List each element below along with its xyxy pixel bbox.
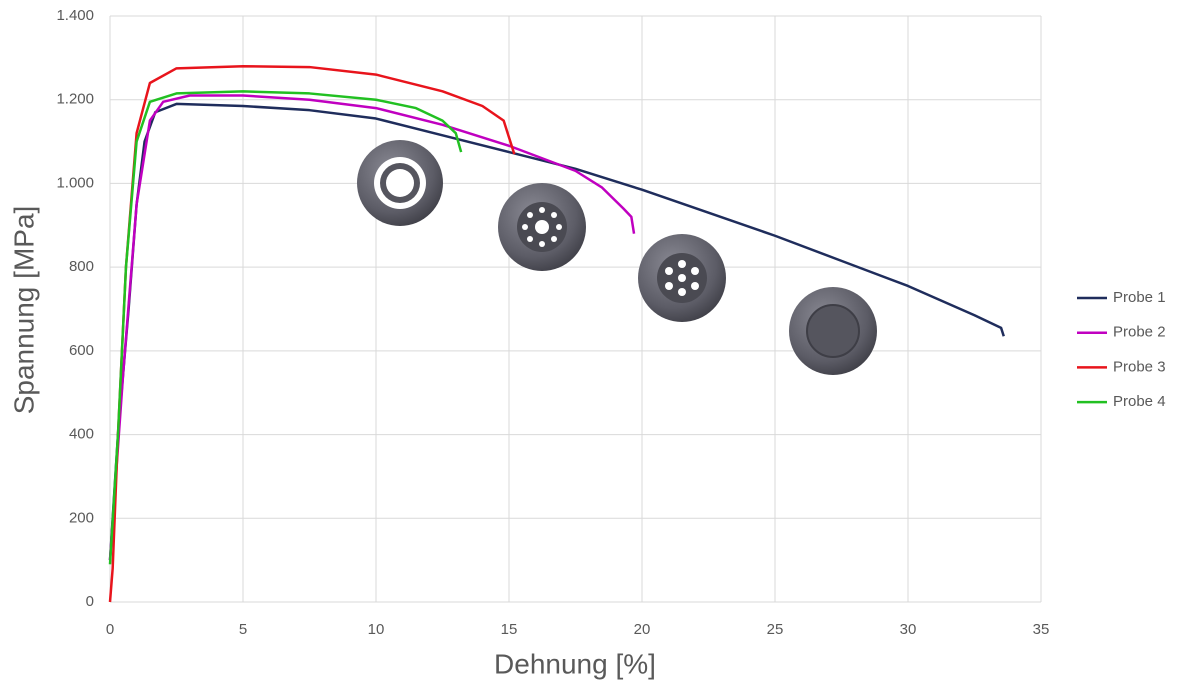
y-tick-label: 1.000: [56, 174, 94, 191]
x-tick-label: 35: [1033, 621, 1050, 638]
disc-4: [789, 287, 877, 375]
x-tick-label: 0: [106, 621, 114, 638]
chart: 0 200 400 600 800 1.000 1.200 1.400 0 5 10 15 20 25 30…: [0, 0, 1184, 684]
legend-label: Probe 4: [1113, 393, 1166, 410]
disc-3: [638, 234, 726, 322]
legend-label: Probe 3: [1113, 358, 1166, 375]
disc-1: [357, 140, 443, 226]
legend: Probe 1 Probe 2 Probe 3 Probe 4: [1077, 289, 1166, 410]
x-tick-label: 15: [501, 621, 518, 638]
x-tick-label: 30: [900, 621, 917, 638]
y-tick-label: 800: [69, 258, 94, 275]
legend-label: Probe 2: [1113, 324, 1166, 341]
y-tick-label: 600: [69, 342, 94, 359]
x-tick-label: 10: [368, 621, 385, 638]
series-line: [110, 66, 514, 602]
legend-label: Probe 1: [1113, 289, 1166, 306]
y-tick-label: 200: [69, 509, 94, 526]
y-axis-title: Spannung [MPa]: [8, 206, 39, 415]
y-tick-label: 0: [86, 593, 94, 610]
page: {"chart_data": {"type": "line", "x_label…: [0, 0, 1184, 689]
x-axis-title: Dehnung [%]: [494, 648, 656, 679]
x-tick-label: 20: [634, 621, 651, 638]
y-tick-label: 1.200: [56, 91, 94, 108]
y-tick-label: 400: [69, 426, 94, 443]
y-tick-label: 1.400: [56, 7, 94, 24]
plot-area: 0 200 400 600 800 1.000 1.200 1.400 0 5 10 15 20 25 30…: [56, 7, 1049, 638]
disc-images: [357, 140, 877, 375]
disc-2: [498, 183, 586, 271]
x-tick-label: 5: [239, 621, 247, 638]
x-tick-label: 25: [767, 621, 784, 638]
